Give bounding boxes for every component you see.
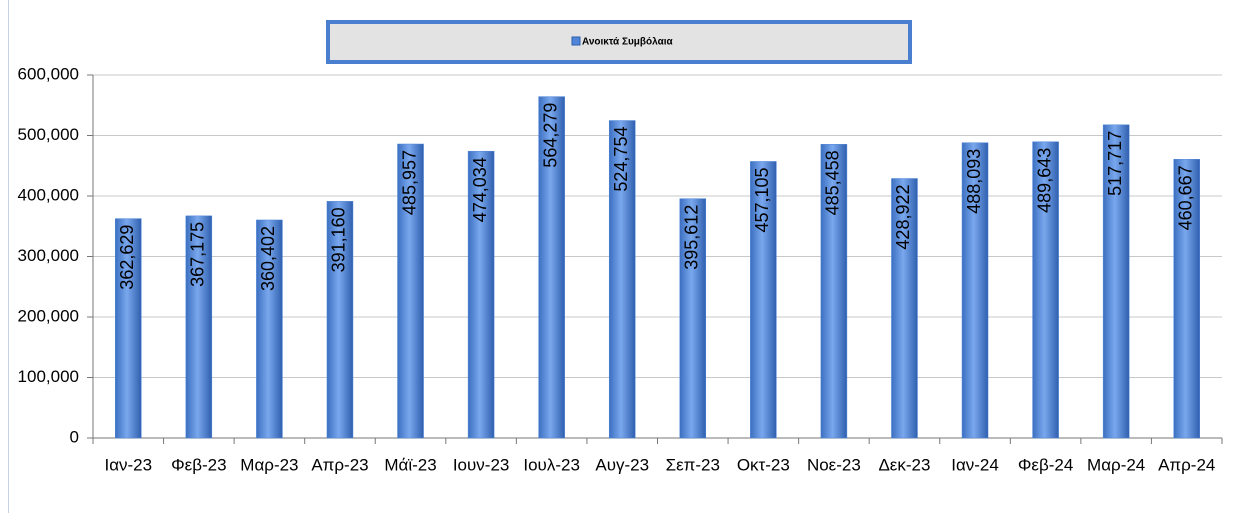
y-tick-label: 0 bbox=[70, 427, 79, 446]
x-tick-label: Μάϊ-23 bbox=[384, 455, 436, 474]
data-label: 485,957 bbox=[399, 150, 419, 215]
x-tick-label: Ιαν-24 bbox=[951, 455, 999, 474]
data-label: 489,643 bbox=[1034, 148, 1054, 213]
bar bbox=[820, 144, 848, 439]
legend-box bbox=[326, 20, 912, 64]
y-tick-label: 300,000 bbox=[18, 246, 79, 265]
x-tick-label: Απρ-24 bbox=[1158, 455, 1215, 474]
x-tick-label: Δεκ-23 bbox=[878, 455, 930, 474]
bar bbox=[115, 218, 142, 439]
data-label: 460,667 bbox=[1175, 165, 1195, 230]
bar bbox=[397, 143, 424, 439]
bar bbox=[538, 96, 565, 439]
x-tick-label: Σεπ-23 bbox=[666, 455, 720, 474]
x-tick-label: Οκτ-23 bbox=[737, 455, 790, 474]
y-tick-label: 100,000 bbox=[18, 367, 79, 386]
bar bbox=[1173, 159, 1200, 439]
bar bbox=[961, 142, 989, 439]
bar bbox=[750, 161, 777, 439]
data-label: 395,612 bbox=[682, 205, 702, 270]
x-tick-label: Ιουν-23 bbox=[453, 455, 510, 474]
data-label: 457,105 bbox=[752, 167, 772, 232]
data-label: 391,160 bbox=[329, 207, 349, 272]
data-label: 474,034 bbox=[470, 157, 490, 222]
x-tick-label: Μαρ-23 bbox=[240, 455, 298, 474]
data-label: 360,402 bbox=[258, 226, 278, 291]
bar bbox=[256, 219, 283, 439]
bar bbox=[467, 150, 495, 439]
data-label: 485,458 bbox=[823, 150, 843, 215]
data-label: 517,717 bbox=[1105, 131, 1125, 196]
y-tick-label: 200,000 bbox=[18, 306, 79, 325]
x-tick-label: Μαρ-24 bbox=[1087, 455, 1145, 474]
x-tick-label: Απρ-23 bbox=[311, 455, 368, 474]
data-label: 564,279 bbox=[540, 103, 560, 168]
data-label: 488,093 bbox=[964, 149, 984, 214]
x-tick-label: Φεβ-24 bbox=[1018, 455, 1074, 474]
data-label: 524,754 bbox=[611, 127, 631, 192]
y-tick-label: 500,000 bbox=[18, 125, 79, 144]
data-label: 428,922 bbox=[893, 185, 913, 250]
bar bbox=[608, 120, 636, 439]
data-label: 362,629 bbox=[117, 225, 137, 290]
legend-label: Ανοικτά Συμβόλαια bbox=[582, 37, 674, 48]
y-tick-label: 400,000 bbox=[18, 185, 79, 204]
bar bbox=[891, 178, 918, 439]
bar bbox=[1032, 141, 1059, 439]
bar bbox=[185, 215, 213, 439]
x-tick-label: Ιαν-23 bbox=[104, 455, 152, 474]
data-label: 367,175 bbox=[188, 222, 208, 287]
x-tick-label: Αυγ-23 bbox=[595, 455, 649, 474]
legend-swatch bbox=[571, 36, 581, 46]
x-tick-label: Νοε-23 bbox=[807, 455, 861, 474]
bar bbox=[679, 198, 707, 439]
bar bbox=[1102, 124, 1130, 439]
x-tick-label: Ιουλ-23 bbox=[523, 455, 580, 474]
y-tick-label: 600,000 bbox=[18, 64, 79, 83]
bar bbox=[326, 201, 354, 439]
x-tick-label: Φεβ-23 bbox=[171, 455, 227, 474]
